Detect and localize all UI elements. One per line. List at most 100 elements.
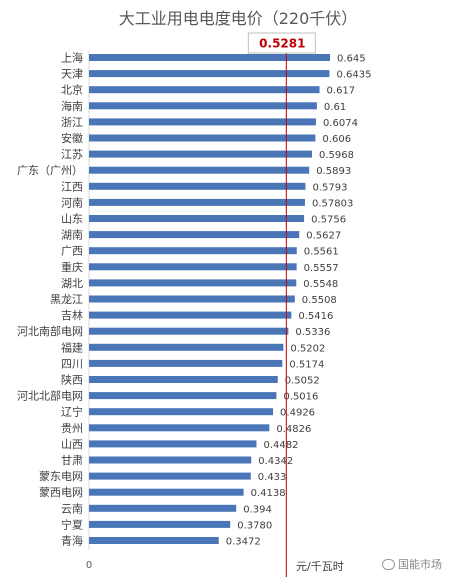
x-axis-unit-label: 元/千瓦时 [296,560,344,573]
category-label: 蒙东电网 [39,470,83,483]
data-label: 0.5893 [316,166,351,177]
data-label: 0.57803 [312,198,353,209]
data-label: 0.4138 [251,488,286,499]
bar [89,150,312,158]
category-label: 青海 [61,534,83,548]
category-label: 江西 [61,180,83,193]
data-label: 0.5416 [298,311,333,322]
watermark-text: 国能市场 [398,558,442,571]
data-label: 0.5174 [289,359,324,370]
data-label: 0.61 [324,102,346,113]
category-label: 四川 [61,357,83,370]
bar [89,440,257,448]
data-label: 0.4926 [280,408,315,419]
category-label: 广东（广州） [17,164,83,177]
data-label: 0.6435 [336,70,371,81]
data-label: 0.5557 [304,263,339,274]
category-label: 河南 [61,196,83,209]
bar [89,359,283,367]
data-label: 0.4826 [276,424,311,435]
bar [89,408,274,416]
category-label: 贵州 [61,422,83,435]
data-label: 0.3472 [226,537,261,548]
category-label: 海南 [61,99,83,113]
x-tick-label: 0 [86,560,92,571]
data-label: 0.5548 [303,279,338,290]
reference-value-label: 0.5281 [259,37,305,51]
bar [89,424,270,432]
category-label: 江苏 [61,148,83,161]
category-label: 湖南 [61,229,83,242]
data-label: 0.5052 [285,376,320,387]
category-label: 蒙西电网 [39,486,83,499]
data-label: 0.5793 [312,182,347,193]
category-label: 辽宁 [61,405,83,419]
bar [89,520,231,528]
wechat-icon [382,558,395,570]
bar [89,134,316,142]
data-label: 0.6074 [323,118,358,129]
data-label: 0.5336 [295,327,330,338]
category-label: 河北南部电网 [17,324,83,338]
data-label: 0.617 [327,86,356,97]
data-label: 0.433 [258,472,287,483]
category-label: 重庆 [61,260,83,274]
data-label: 0.4482 [263,440,298,451]
bar [89,182,306,190]
reference-label-box [247,32,316,54]
bar [89,102,317,110]
category-label: 黑龙江 [50,293,83,306]
category-label: 云南 [61,502,83,515]
bar [89,504,237,512]
category-label: 宁夏 [61,517,83,531]
bar [89,392,277,400]
chart-title: 大工业用电电度电价（220千伏） [119,9,358,28]
category-label: 吉林 [61,308,83,322]
bar [89,327,289,335]
data-label: 0.5202 [290,343,325,354]
bar [89,70,330,78]
bar [89,279,297,287]
bar [89,247,297,255]
data-label: 0.645 [337,54,366,65]
bar [89,231,300,239]
bar [89,295,295,303]
bar [89,488,244,496]
data-label: 0.3780 [237,520,272,531]
category-label: 山西 [61,438,83,451]
bar [89,215,305,222]
category-label: 湖北 [61,277,83,290]
data-label: 0.5756 [311,215,346,226]
bar [89,118,316,126]
bar [89,166,310,174]
bar [89,198,305,206]
bar [89,54,330,61]
category-label: 福建 [61,340,83,354]
category-label: 陕西 [61,373,83,387]
bar [89,376,278,383]
bar [89,263,297,271]
category-label: 北京 [61,83,83,97]
data-label: 0.5968 [319,150,354,161]
category-label: 浙江 [61,116,83,129]
bar [89,537,219,544]
category-label: 山东 [61,213,83,226]
bar [89,86,320,94]
data-label: 0.606 [322,134,351,145]
watermark: 国能市场 [382,556,442,572]
category-label: 上海 [61,51,83,65]
bar [89,456,252,464]
category-label: 天津 [61,68,83,81]
bar [89,311,292,319]
category-label: 河北北部电网 [17,389,83,403]
data-label: 0.394 [243,504,272,515]
data-label: 0.5508 [302,295,337,306]
category-label: 广西 [61,245,83,258]
data-label: 0.5627 [306,231,341,242]
data-label: 0.5016 [283,392,318,403]
data-label: 0.5561 [304,247,339,258]
data-label: 0.4342 [258,456,293,467]
bar [89,343,284,351]
category-label: 安徽 [61,131,83,145]
